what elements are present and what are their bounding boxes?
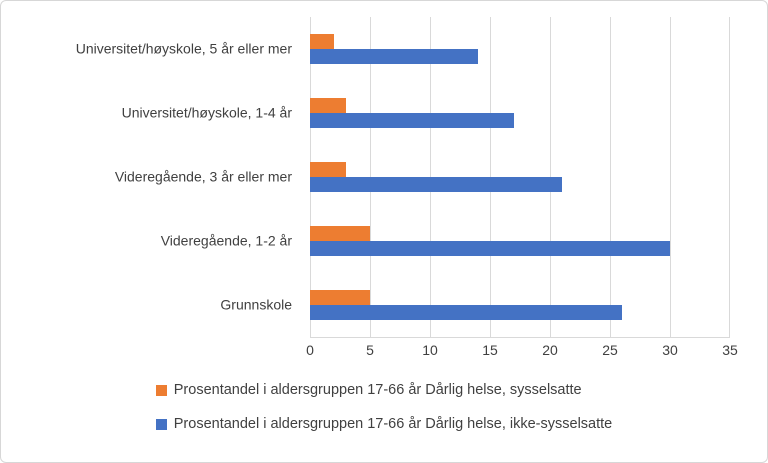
x-tick-label: 35 (722, 342, 738, 358)
bar-ikke-sysselsatte (310, 241, 670, 256)
bar-ikke-sysselsatte (310, 177, 562, 192)
bar-sysselsatte (310, 34, 334, 49)
category-label: Grunnskole (220, 296, 292, 313)
x-tick-label: 30 (662, 342, 678, 358)
plot-area (310, 17, 730, 338)
category-label: Videregående, 3 år eller mer (114, 168, 292, 185)
legend: Prosentandel i aldersgruppen 17-66 år Då… (1, 381, 767, 433)
y-axis-category-labels: Universitet/høyskole, 5 år eller mer Uni… (1, 17, 302, 337)
bar-ikke-sysselsatte (310, 113, 514, 128)
gridline (610, 17, 611, 337)
x-tick-label: 10 (422, 342, 438, 358)
legend-swatch-blue-icon (155, 418, 167, 430)
bar-sysselsatte (310, 98, 346, 113)
x-tick-label: 15 (482, 342, 498, 358)
x-tick-label: 25 (602, 342, 618, 358)
x-axis-tick-labels: 0 5 10 15 20 25 30 35 (306, 342, 738, 360)
x-tick-label: 5 (366, 342, 374, 358)
x-tick-label: 0 (306, 342, 314, 358)
legend-swatch-orange-icon (155, 384, 167, 396)
category-label: Videregående, 1-2 år (160, 232, 292, 249)
gridline (670, 17, 671, 337)
bar-sysselsatte (310, 290, 370, 305)
legend-label: Prosentandel i aldersgruppen 17-66 år Då… (173, 416, 613, 432)
legend-label: Prosentandel i aldersgruppen 17-66 år Då… (173, 382, 582, 398)
category-label: Universitet/høyskole, 5 år eller mer (75, 40, 292, 57)
bar-sysselsatte (310, 226, 370, 241)
x-tick-label: 20 (542, 342, 558, 358)
bar-ikke-sysselsatte (310, 49, 478, 64)
bar-sysselsatte (310, 162, 346, 177)
category-label: Universitet/høyskole, 1-4 år (121, 104, 292, 121)
gridline (729, 17, 730, 337)
legend-items: Prosentandel i aldersgruppen 17-66 år Då… (155, 381, 613, 433)
bar-ikke-sysselsatte (310, 305, 622, 320)
legend-item-sysselsatte: Prosentandel i aldersgruppen 17-66 år Då… (155, 381, 582, 399)
legend-item-ikke-sysselsatte: Prosentandel i aldersgruppen 17-66 år Då… (155, 415, 613, 433)
bars-layer (310, 17, 730, 337)
